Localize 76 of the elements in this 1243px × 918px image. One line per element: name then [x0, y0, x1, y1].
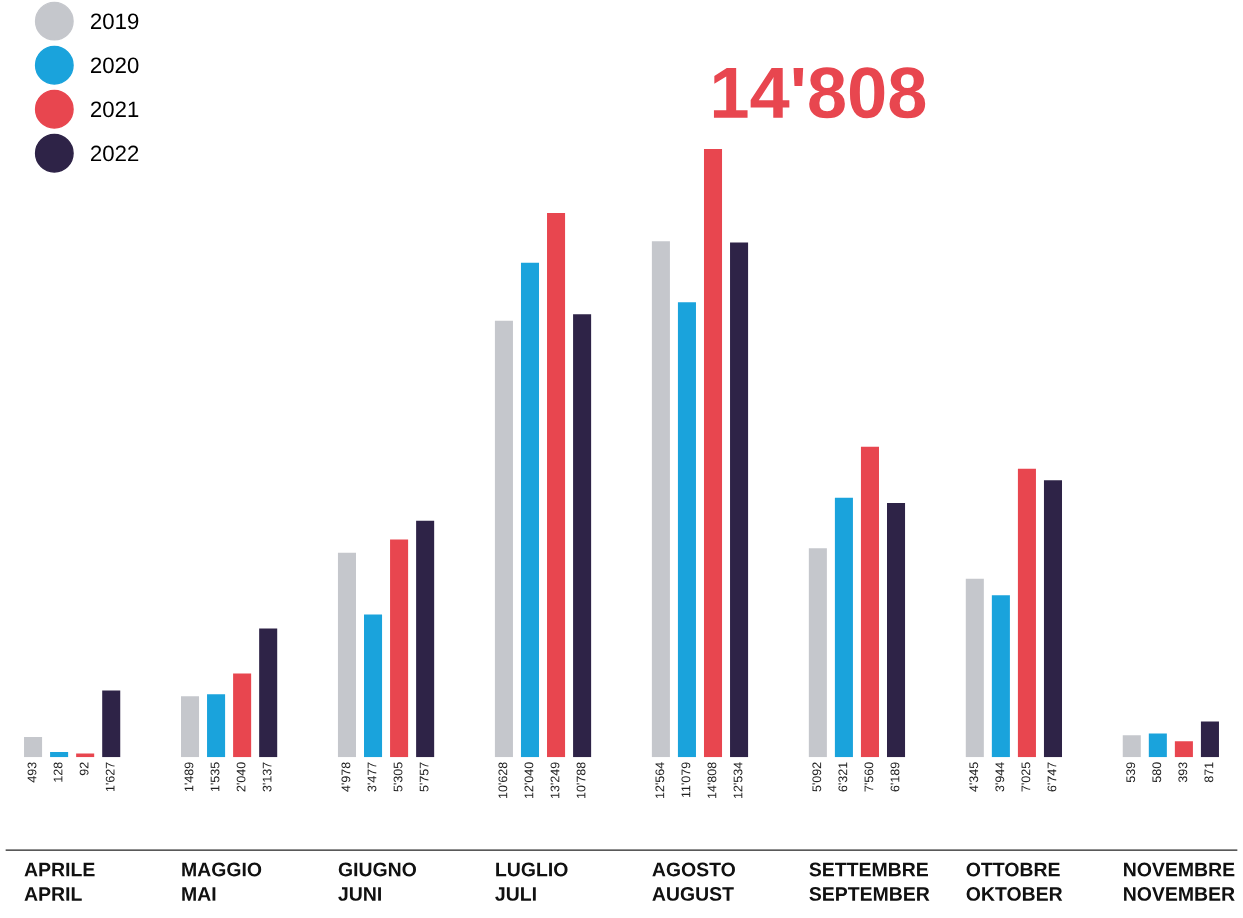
bar [547, 213, 566, 758]
data-label: 539 [1126, 762, 1136, 783]
bar [207, 694, 226, 758]
data-label: 12'534 [733, 762, 743, 799]
bar [1148, 733, 1167, 758]
data-label: 92 [79, 762, 89, 776]
data-label: 5'092 [812, 762, 822, 792]
bar [233, 673, 252, 758]
bar [887, 503, 906, 758]
x-tick-label: SETTEMBRE SEPTEMBER [809, 862, 930, 901]
bar [102, 690, 121, 758]
bar [991, 595, 1010, 758]
data-label: 580 [1152, 762, 1162, 783]
bar [337, 552, 356, 758]
data-label: 6'321 [838, 762, 848, 792]
data-label: 6'189 [890, 762, 900, 792]
data-label: 13'249 [550, 762, 560, 799]
data-label: 871 [1204, 762, 1214, 783]
bar [390, 539, 409, 758]
data-label: 4'345 [969, 762, 979, 792]
data-label: 393 [1178, 762, 1188, 783]
data-label: 1'535 [210, 762, 220, 792]
x-tick-label: NOVEMBRE NOVEMBER [1124, 862, 1235, 901]
bar [1017, 468, 1036, 758]
data-label: 3'137 [262, 762, 272, 792]
x-tick-label: MAGGIO MAI [182, 862, 262, 901]
x-tick-label: LUGLIO JULI [495, 862, 568, 901]
legend-label: 2019 [90, 13, 139, 30]
x-tick-label: GIUGNO JUNI [338, 862, 416, 901]
bar [259, 628, 278, 758]
legend-label: 2020 [90, 57, 139, 74]
bar [180, 696, 200, 758]
data-label: 10'788 [576, 762, 586, 799]
data-label: 1'627 [105, 762, 115, 792]
data-label: 7'025 [1021, 762, 1031, 792]
bar [573, 314, 592, 758]
data-label: 11'079 [681, 762, 691, 798]
data-label: 3'944 [995, 762, 1005, 792]
data-label: 12'040 [524, 762, 534, 799]
bar [494, 320, 513, 758]
x-tick-label: APRILE APRIL [24, 862, 95, 901]
bar [808, 548, 827, 758]
data-label: 3'477 [367, 762, 377, 792]
data-label: 10'628 [498, 762, 508, 799]
bar [860, 446, 879, 758]
data-label: 12'564 [655, 762, 665, 799]
x-tick-label: AGOSTO AUGUST [652, 862, 735, 901]
bar [364, 614, 383, 758]
data-label: 1'489 [184, 762, 194, 792]
bar [677, 302, 696, 758]
bar [651, 241, 670, 758]
data-label: 5'305 [393, 762, 403, 792]
data-label: 6'747 [1047, 762, 1057, 792]
bar [730, 242, 749, 758]
bar [24, 737, 43, 758]
text: 14'808 [713, 67, 926, 119]
bar [965, 578, 984, 758]
bar [416, 520, 435, 758]
legend-label: 2022 [90, 145, 139, 162]
data-label: 2'040 [236, 762, 246, 792]
bar [50, 752, 69, 758]
bar [1200, 721, 1219, 758]
x-tick-label: OTTOBRE OKTOBER [966, 862, 1063, 901]
data-label: 493 [27, 762, 37, 783]
data-label: 128 [53, 762, 63, 782]
bar [1174, 741, 1193, 758]
data-label: 14'808 [707, 762, 717, 799]
bar [1122, 735, 1141, 758]
bar [520, 262, 540, 758]
data-label: 7'560 [864, 762, 874, 792]
bar [703, 149, 723, 758]
bar [1043, 480, 1063, 758]
data-label: 5'757 [419, 762, 429, 792]
legend-label: 2021 [90, 101, 139, 118]
data-label: 4'978 [341, 762, 351, 792]
bar [834, 497, 853, 758]
